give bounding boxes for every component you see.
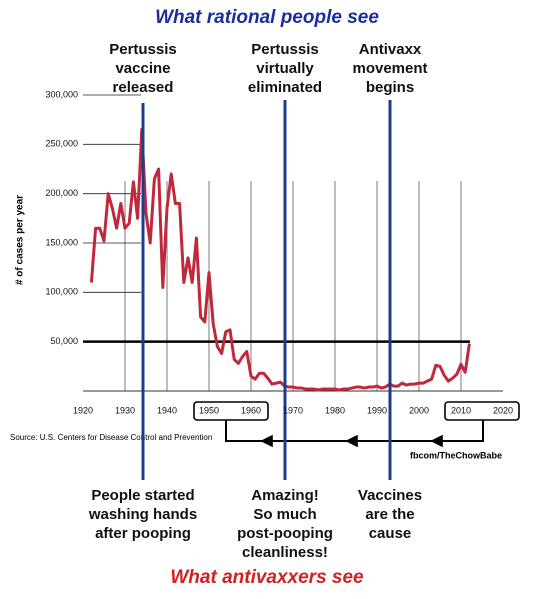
x-tick-label: 2010 xyxy=(451,405,471,415)
y-tick-label: 150,000 xyxy=(45,237,78,247)
annotation: Antivaxx movement begins xyxy=(352,41,427,96)
x-tick-label: 2020 xyxy=(493,405,513,415)
y-axis-label: # of cases per year xyxy=(15,195,26,285)
annotation: People started washing hands after pooping xyxy=(88,487,197,542)
y-tick-label: 200,000 xyxy=(45,188,78,198)
x-tick-label: 1940 xyxy=(157,405,177,415)
y-tick-label: 300,000 xyxy=(45,89,78,99)
x-tick-label: 1970 xyxy=(283,405,303,415)
y-tick-label: 50,000 xyxy=(50,336,78,346)
x-tick-label: 2000 xyxy=(409,405,429,415)
x-tick-label: 1950 xyxy=(199,405,219,415)
annotation: Vaccines are the cause xyxy=(358,487,422,542)
credit: fbcom/TheChowBabe xyxy=(410,450,502,460)
chart-title: What rational people see xyxy=(155,7,379,28)
x-tick-label: 1990 xyxy=(367,405,387,415)
chart-subtitle: What antivaxxers see xyxy=(170,567,364,588)
annotation: Pertussis vaccine released xyxy=(109,41,177,96)
x-tick-label: 1960 xyxy=(241,405,261,415)
data-line xyxy=(89,128,471,392)
annotation: Pertussis virtually eliminated xyxy=(248,41,322,96)
decor xyxy=(193,401,520,448)
x-tick-label: 1930 xyxy=(115,405,135,415)
y-tick-label: 100,000 xyxy=(45,287,78,297)
arrow-head xyxy=(260,434,443,448)
y-tick-label: 250,000 xyxy=(45,139,78,149)
annotation: Amazing! So much post-pooping cleanliness! xyxy=(237,487,333,561)
x-tick-label: 1920 xyxy=(73,405,93,415)
source: Source: U.S. Centers for Disease Control… xyxy=(10,433,212,442)
x-tick-label: 1980 xyxy=(325,405,345,415)
year-box xyxy=(193,401,269,421)
annotation-lines xyxy=(141,100,392,480)
